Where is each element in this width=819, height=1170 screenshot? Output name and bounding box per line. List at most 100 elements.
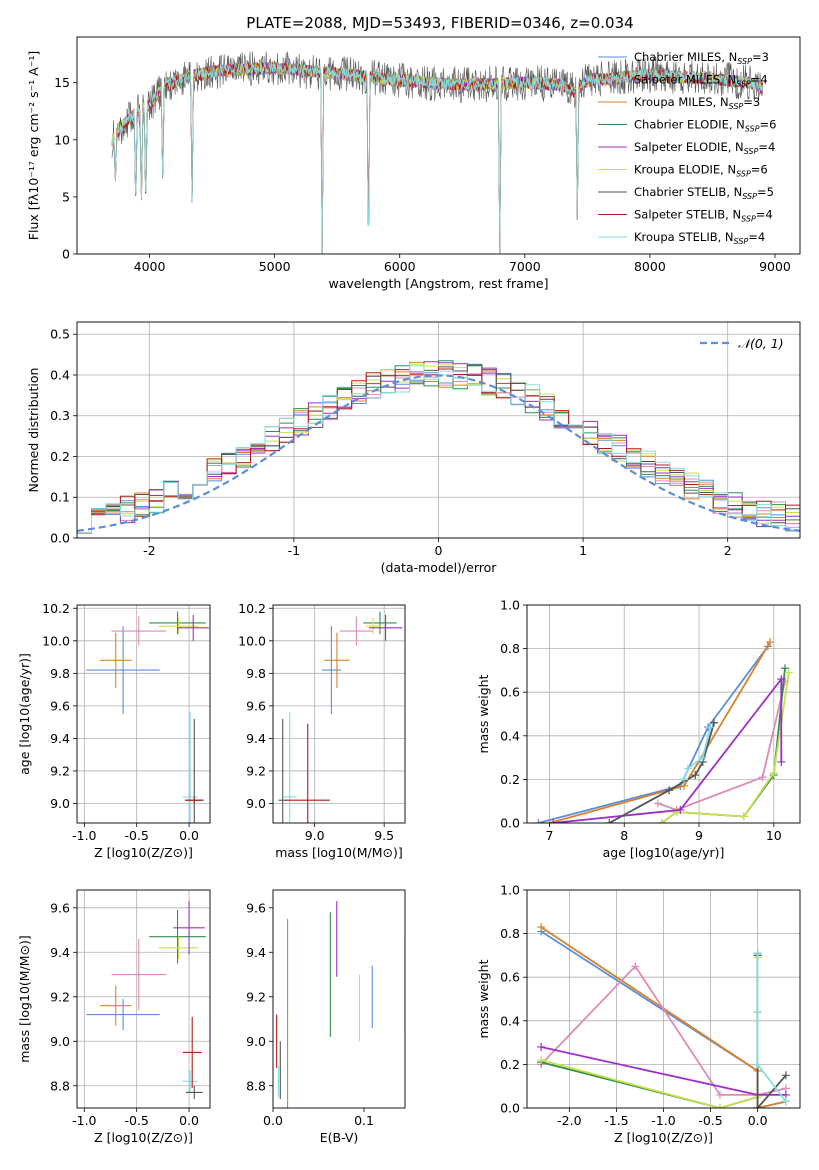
data-point-marker — [631, 962, 640, 971]
weight-line — [553, 676, 783, 823]
y-tick-label: 9.4 — [246, 731, 266, 746]
data-point-marker — [537, 923, 546, 932]
y-tick-label: 9.2 — [246, 763, 266, 778]
x-axis-label: Z [log10(Z/Z⊙)] — [94, 845, 193, 860]
y-tick-label: 9.0 — [246, 1034, 266, 1049]
legend-text: Salpeter ELODIE, N — [634, 140, 744, 154]
legend-text: Chabrier MILES, N — [634, 50, 737, 64]
data-point-marker — [680, 775, 689, 784]
data-point-marker — [676, 805, 685, 814]
legend-entry-label: Chabrier MILES, NSSP=3 — [634, 50, 769, 66]
x-tick-label: 2 — [724, 543, 732, 558]
y-tick-label: 10 — [54, 132, 70, 147]
plot-frame — [272, 889, 406, 1109]
y-tick-label: 15 — [54, 75, 70, 90]
y-tick-label: 9.2 — [50, 989, 70, 1004]
data-point-marker — [753, 1060, 762, 1069]
data-point-marker — [653, 799, 662, 808]
plot-frame — [76, 889, 211, 1109]
y-tick-label: 1.0 — [500, 598, 520, 613]
data-point-marker — [698, 753, 707, 762]
legend-entry-label: Kroupa MILES, NSSP=3 — [634, 95, 760, 111]
legend-text: Kroupa STELIB, N — [634, 230, 734, 244]
y-tick-label: 9.4 — [50, 945, 70, 960]
y-axis-label: Flux [fλ10⁻¹⁷ erg cm⁻² s⁻¹ A⁻¹] — [26, 51, 41, 240]
legend-value: =6 — [760, 118, 777, 132]
legend-subscript: SSP — [742, 192, 757, 201]
y-tick-label: 0.1 — [50, 490, 70, 505]
x-tick-label: 0 — [435, 543, 443, 558]
weight-line — [683, 726, 712, 780]
y-tick-label: 9.4 — [246, 945, 266, 960]
data-point-marker — [534, 819, 543, 823]
x-tick-label: -0.5 — [124, 1113, 148, 1128]
data-point-marker — [753, 1104, 762, 1108]
x-tick-label: 9000 — [759, 259, 791, 274]
data-point-marker — [706, 723, 715, 732]
data-point-marker — [549, 819, 558, 823]
data-point-marker — [784, 668, 793, 677]
legend-value: =4 — [758, 140, 775, 154]
plot-frame — [526, 604, 801, 824]
x-axis-label: age [log10(age/yr)] — [603, 845, 725, 860]
x-tick-label: 0.0 — [263, 1113, 283, 1128]
x-tick-label: 4000 — [134, 259, 166, 274]
weight-vs-metallicity-panel: -2.0 -1.5 -1.0 -0.5 0.0 0.0 0.2 0.4 0.6 0.8 1.0 Z [… — [476, 883, 801, 1145]
y-tick-label: 0.3 — [50, 408, 70, 423]
legend-value: =4 — [756, 208, 773, 222]
legend-entry-label: 𝒩(0, 1) — [738, 336, 784, 351]
weight-line — [756, 955, 787, 1108]
y-tick-label: 0.2 — [500, 1057, 520, 1072]
data-point-marker — [683, 764, 692, 773]
x-tick-label: -2.0 — [557, 1113, 581, 1128]
x-tick-label: -1.0 — [72, 828, 96, 843]
x-axis-label: Z [log10(Z/Z⊙)] — [94, 1130, 193, 1145]
y-tick-label: 9.8 — [50, 666, 70, 681]
y-tick-label: 9.6 — [246, 698, 266, 713]
x-axis-label: mass [log10(M/M⊙)] — [275, 845, 403, 860]
data-point-marker — [545, 819, 554, 823]
weight-line — [540, 957, 759, 1108]
y-tick-label: 0.8 — [500, 641, 520, 656]
x-tick-label: 0.0 — [748, 1113, 768, 1128]
legend-value: =5 — [757, 185, 774, 199]
y-tick-label: 9.0 — [50, 1034, 70, 1049]
legend-value: =3 — [743, 95, 760, 109]
x-tick-label: 0.0 — [179, 1113, 199, 1128]
data-point-marker — [605, 819, 614, 823]
x-tick-label: 1 — [579, 543, 587, 558]
legend-value: =3 — [752, 50, 769, 64]
plot-frame — [76, 604, 211, 824]
x-tick-label: -1.0 — [651, 1113, 675, 1128]
y-tick-label: 9.6 — [50, 698, 70, 713]
legend-text: Kroupa MILES, N — [634, 95, 729, 109]
data-point-marker — [758, 773, 767, 782]
mass-vs-metallicity-panel: -1.0 -0.5 0.0 8.8 9.0 9.2 9.4 9.6 Z [log10(Z/Z⊙)… — [17, 889, 211, 1145]
y-axis-label: age [log10(age/yr)] — [17, 653, 32, 775]
x-tick-label: 7 — [545, 828, 553, 843]
y-tick-label: 9.0 — [50, 796, 70, 811]
y-tick-label: 9.2 — [246, 989, 266, 1004]
y-tick-label: 10.0 — [42, 633, 70, 648]
plot-frame — [272, 604, 406, 824]
x-tick-label: -1.0 — [72, 1113, 96, 1128]
legend-value: =6 — [751, 163, 768, 177]
y-axis-label: mass [log10(M/M⊙)] — [17, 935, 32, 1063]
x-tick-label: -0.5 — [698, 1113, 722, 1128]
y-tick-label: 0.0 — [50, 531, 70, 546]
legend-subscript: SSP — [741, 215, 756, 224]
data-point-marker — [715, 1104, 724, 1108]
data-point-marker — [715, 1090, 724, 1099]
y-tick-label: 9.2 — [50, 763, 70, 778]
x-tick-label: -1 — [288, 543, 300, 558]
y-tick-label: 9.4 — [50, 731, 70, 746]
data-point-marker — [769, 768, 778, 777]
x-tick-label: 9 — [695, 828, 703, 843]
x-axis-label: Z [log10(Z/Z⊙)] — [614, 1130, 713, 1145]
data-point-marker — [691, 771, 700, 780]
y-tick-label: 0.0 — [500, 816, 520, 831]
legend-subscript: SSP — [737, 57, 752, 66]
x-axis-label: wavelength [Angstrom, rest frame] — [328, 276, 548, 291]
legend-entry-label: Kroupa STELIB, NSSP=4 — [634, 230, 765, 246]
legend-value: =4 — [751, 73, 768, 87]
